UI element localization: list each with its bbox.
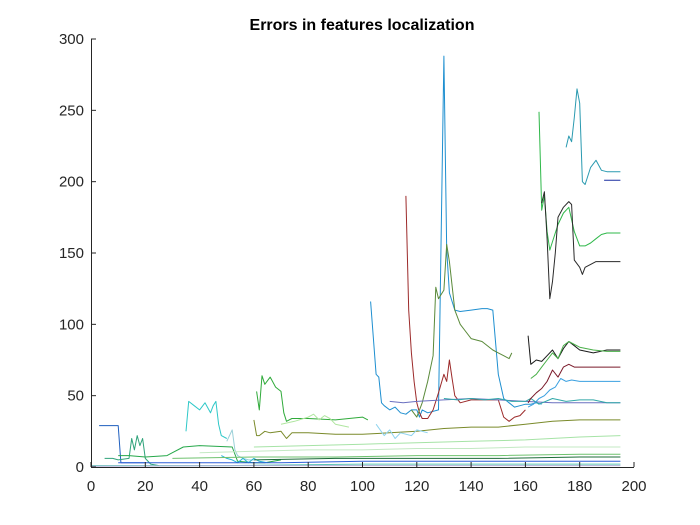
y-tick-label: 50 <box>67 388 84 405</box>
x-tick-label: 0 <box>87 478 95 495</box>
y-tick-label: 200 <box>59 174 84 191</box>
y-tick-label: 150 <box>59 245 84 262</box>
x-tick-label: 60 <box>246 478 263 495</box>
y-tick-label: 0 <box>76 459 84 476</box>
x-tick-label: 160 <box>513 478 538 495</box>
series-line-4 <box>185 400 228 439</box>
y-tick-label: 100 <box>59 316 84 333</box>
series-line-27 <box>253 456 621 461</box>
x-tick-label: 100 <box>350 478 375 495</box>
plot-lines <box>90 55 621 467</box>
series-line-11 <box>405 195 526 422</box>
series-line-30 <box>90 465 621 467</box>
series-line-20 <box>541 191 621 300</box>
tick-labels: 0 20 40 60 80 100 120 140 160 180 200 0 50 100 150 200 2… <box>59 31 647 495</box>
series-line-9 <box>280 413 350 428</box>
x-tick-label: 140 <box>459 478 484 495</box>
x-tick-label: 180 <box>567 478 592 495</box>
y-tick-label: 250 <box>59 102 84 119</box>
series-line-23 <box>253 435 621 448</box>
series-line-24 <box>199 446 621 454</box>
x-tick-label: 120 <box>404 478 429 495</box>
series-line-16 <box>530 341 621 379</box>
series-line-28 <box>375 423 428 439</box>
series-line-13 <box>389 398 621 404</box>
series-line-5 <box>226 429 254 461</box>
axes <box>90 38 635 468</box>
series-line-2 <box>104 435 159 467</box>
x-tick-label: 80 <box>300 478 317 495</box>
series-line-17 <box>527 363 621 404</box>
series-line-7 <box>256 375 369 422</box>
y-tick-label: 300 <box>59 31 84 48</box>
x-tick-label: 20 <box>137 478 154 495</box>
series-line-18 <box>527 378 621 408</box>
series-line-21 <box>565 88 621 185</box>
series-line-12 <box>410 243 513 418</box>
x-tick-label: 200 <box>621 478 646 495</box>
series-line-8 <box>253 419 621 439</box>
series-line-25 <box>172 453 621 459</box>
series-line-15 <box>527 335 621 365</box>
chart-title: Errors in features localization <box>250 17 475 34</box>
x-tick-label: 40 <box>191 478 208 495</box>
